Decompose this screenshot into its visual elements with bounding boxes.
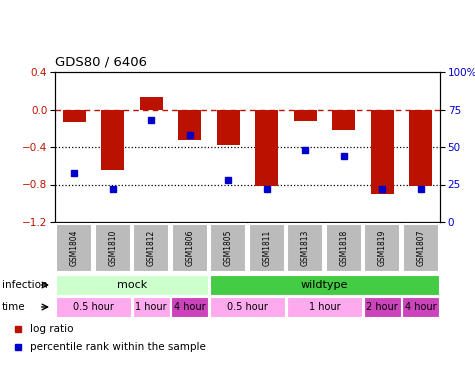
- Bar: [332, 109, 355, 130]
- Bar: [255, 109, 278, 186]
- Text: GSM1804: GSM1804: [70, 230, 79, 266]
- Text: 4 hour: 4 hour: [405, 302, 437, 312]
- Bar: [171, 224, 208, 272]
- Text: GSM1811: GSM1811: [262, 230, 271, 266]
- Bar: [326, 224, 362, 272]
- Text: 1 hour: 1 hour: [135, 302, 167, 312]
- Text: 0.5 hour: 0.5 hour: [73, 302, 114, 312]
- Text: time: time: [2, 302, 26, 312]
- Bar: [133, 224, 170, 272]
- Bar: [409, 109, 432, 186]
- Bar: [287, 224, 323, 272]
- Text: GSM1805: GSM1805: [224, 230, 233, 266]
- Text: 4 hour: 4 hour: [174, 302, 206, 312]
- Text: log ratio: log ratio: [30, 324, 74, 334]
- Text: GDS80 / 6406: GDS80 / 6406: [55, 55, 147, 68]
- Bar: [403, 224, 439, 272]
- Text: mock: mock: [117, 280, 147, 290]
- Bar: [217, 109, 240, 145]
- Bar: [95, 224, 131, 272]
- Text: percentile rank within the sample: percentile rank within the sample: [30, 341, 206, 351]
- Bar: [101, 109, 124, 171]
- Text: 1 hour: 1 hour: [309, 302, 340, 312]
- Bar: [56, 224, 92, 272]
- Bar: [402, 297, 439, 317]
- Bar: [364, 224, 400, 272]
- Bar: [210, 275, 439, 295]
- Bar: [364, 297, 401, 317]
- Bar: [133, 297, 170, 317]
- Bar: [210, 297, 285, 317]
- Text: GSM1807: GSM1807: [416, 230, 425, 266]
- Text: GSM1810: GSM1810: [108, 230, 117, 266]
- Text: GSM1813: GSM1813: [301, 230, 310, 266]
- Bar: [370, 109, 394, 194]
- Bar: [171, 297, 208, 317]
- Bar: [56, 297, 131, 317]
- Bar: [56, 275, 208, 295]
- Text: GSM1806: GSM1806: [185, 230, 194, 266]
- Bar: [287, 297, 362, 317]
- Text: wildtype: wildtype: [301, 280, 348, 290]
- Bar: [178, 109, 201, 139]
- Bar: [294, 109, 317, 121]
- Text: 2 hour: 2 hour: [366, 302, 398, 312]
- Bar: [63, 109, 86, 122]
- Text: infection: infection: [2, 280, 48, 290]
- Bar: [248, 224, 285, 272]
- Text: GSM1818: GSM1818: [339, 230, 348, 266]
- Bar: [210, 224, 247, 272]
- Bar: [140, 97, 163, 109]
- Text: GSM1812: GSM1812: [147, 230, 156, 266]
- Text: GSM1819: GSM1819: [378, 230, 387, 266]
- Text: 0.5 hour: 0.5 hour: [227, 302, 268, 312]
